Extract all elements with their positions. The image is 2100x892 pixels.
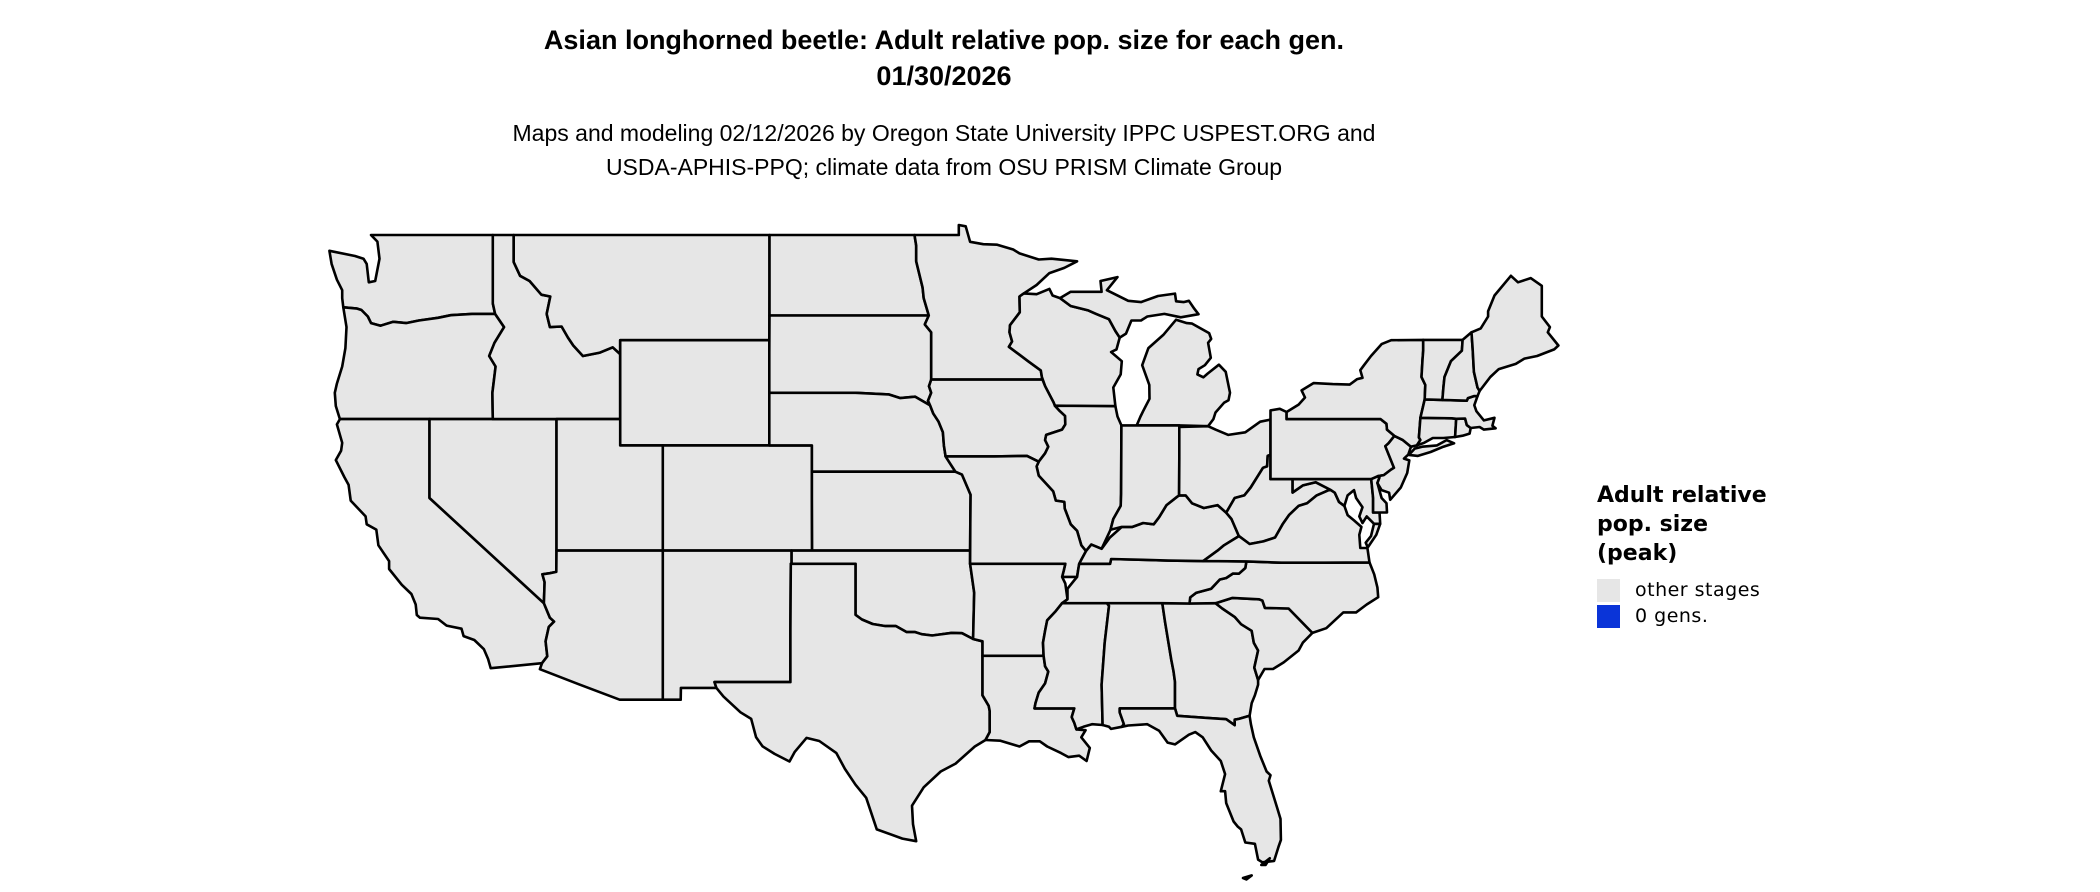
figure-subtitle-line1: Maps and modeling 02/12/2026 by Oregon S… xyxy=(512,120,1376,146)
state-indiana xyxy=(1109,424,1181,532)
legend-item-other-stages: other stages xyxy=(1597,577,1767,603)
legend-title-line3: (peak) xyxy=(1597,541,1678,566)
legend-items: other stages 0 gens. xyxy=(1597,577,1767,629)
legend-title: Adult relative pop. size (peak) xyxy=(1597,481,1767,568)
state-florida xyxy=(1118,707,1283,864)
figure-title-date: 01/30/2026 xyxy=(876,61,1012,91)
state-tennessee xyxy=(1060,557,1248,605)
state-michigan-upper xyxy=(1058,275,1200,339)
legend-title-line2: pop. size xyxy=(1597,512,1708,537)
state-north-dakota xyxy=(768,233,931,317)
figure-header: Asian longhorned beetle: Adult relative … xyxy=(0,22,1888,184)
legend-label-other-stages: other stages xyxy=(1635,579,1761,601)
figure-title-line1: Asian longhorned beetle: Adult relative … xyxy=(543,25,1345,55)
state-new-jersey xyxy=(1376,434,1413,502)
state-new-mexico xyxy=(661,549,793,701)
figure-subtitle: Maps and modeling 02/12/2026 by Oregon S… xyxy=(0,116,1888,184)
legend-swatch-0-gens xyxy=(1597,604,1620,628)
figure-subtitle-line2: USDA-APHIS-PPQ; climate data from OSU PR… xyxy=(605,154,1283,180)
state-michigan-lower xyxy=(1135,318,1232,428)
state-polygons xyxy=(328,223,1560,881)
legend-label-0-gens: 0 gens. xyxy=(1635,605,1709,627)
state-texas xyxy=(713,562,991,843)
state-iowa xyxy=(926,378,1067,463)
state-colorado xyxy=(661,444,814,552)
state-florida-keys xyxy=(1241,857,1272,881)
state-kansas xyxy=(810,470,972,552)
legend: Adult relative pop. size (peak) other st… xyxy=(1597,481,1767,629)
legend-swatch-other-stages xyxy=(1597,578,1620,602)
state-maine xyxy=(1470,274,1560,393)
state-oregon xyxy=(333,306,506,421)
legend-item-0-gens: 0 gens. xyxy=(1597,603,1767,629)
legend-title-line1: Adult relative xyxy=(1597,483,1767,508)
state-arizona xyxy=(538,549,665,701)
state-wyoming xyxy=(618,338,771,447)
